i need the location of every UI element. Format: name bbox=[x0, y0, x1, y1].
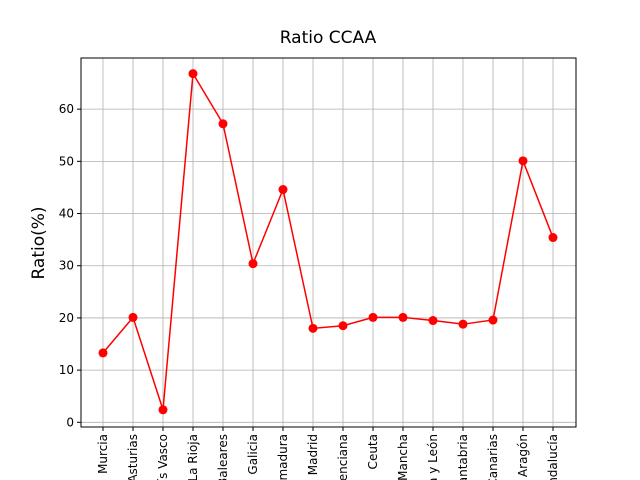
marker bbox=[428, 316, 438, 326]
y-tick-label: 10 bbox=[59, 363, 74, 377]
x-tick-label: Madrid bbox=[306, 434, 320, 475]
chart-title: Ratio CCAA bbox=[280, 28, 377, 48]
marker bbox=[188, 69, 198, 79]
y-tick-label: 0 bbox=[66, 415, 74, 429]
x-tick-label: C. Valenciana bbox=[336, 434, 350, 480]
marker bbox=[398, 312, 408, 322]
marker bbox=[248, 259, 258, 269]
x-tick-label: Asturias bbox=[126, 434, 140, 480]
x-tick-label: Ceuta bbox=[366, 434, 380, 469]
marker bbox=[158, 405, 168, 415]
marker bbox=[368, 312, 378, 322]
x-tick-label: Galicia bbox=[246, 434, 260, 475]
x-tick-label: Murcia bbox=[96, 434, 110, 474]
marker bbox=[548, 233, 558, 243]
x-tick-label: Cantabria bbox=[456, 434, 470, 480]
x-tick-label: Andalucía bbox=[546, 434, 560, 480]
x-tick-label: Castilla-La Mancha bbox=[396, 434, 410, 480]
y-tick-label: 50 bbox=[59, 154, 74, 168]
marker bbox=[128, 312, 138, 322]
x-tick-label: Extremadura bbox=[276, 434, 290, 480]
marker bbox=[218, 119, 228, 129]
y-tick-label: 60 bbox=[59, 102, 74, 116]
marker bbox=[338, 321, 348, 331]
marker bbox=[278, 185, 288, 195]
marker bbox=[488, 315, 498, 325]
marker bbox=[308, 323, 318, 333]
y-tick-label: 20 bbox=[59, 311, 74, 325]
y-tick-label: 40 bbox=[59, 207, 74, 221]
x-tick-label: Aragón bbox=[516, 434, 530, 477]
marker bbox=[98, 348, 108, 358]
marker bbox=[458, 319, 468, 329]
x-tick-label: La Rioja bbox=[186, 434, 200, 480]
line-series bbox=[102, 71, 554, 411]
x-tick-label: Castilla y León bbox=[426, 434, 440, 480]
marker bbox=[518, 156, 528, 166]
x-tick-label: País Vasco bbox=[156, 434, 170, 480]
plot-frame bbox=[80, 57, 577, 428]
y-axis-label: Ratio(%) bbox=[29, 206, 49, 279]
x-tick-label: Canarias bbox=[486, 434, 500, 480]
y-tick-label: 30 bbox=[59, 259, 74, 273]
x-tick-label: Baleares bbox=[216, 434, 230, 480]
